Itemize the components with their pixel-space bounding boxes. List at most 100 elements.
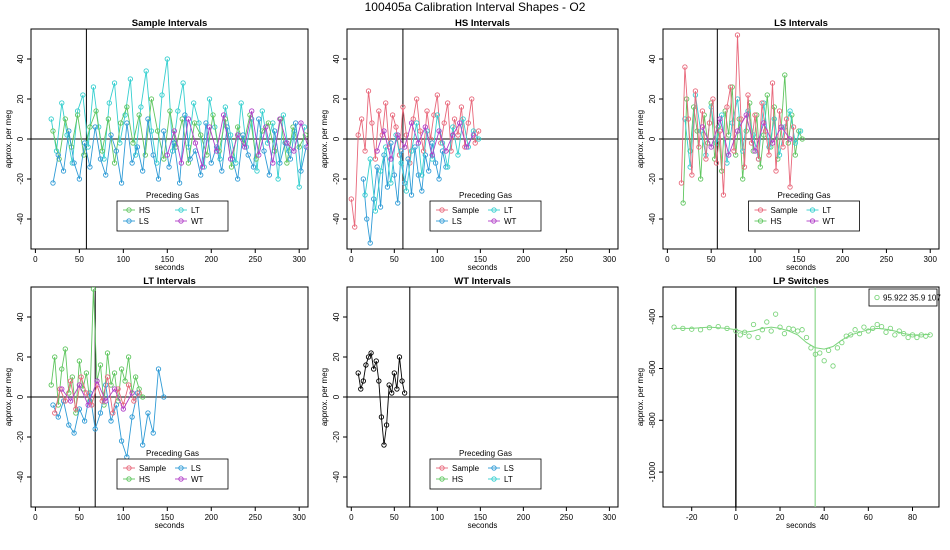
data-point: [685, 116, 692, 122]
data-point: [250, 164, 257, 170]
legend-label: LS: [191, 464, 201, 473]
data-point: [271, 128, 278, 134]
legend-marker: [439, 476, 445, 482]
data-point: [291, 148, 297, 154]
x-tick-label: 100: [117, 255, 131, 264]
x-tick-label: 50: [390, 255, 399, 264]
y-tick-label: 0: [332, 136, 341, 141]
data-point: [108, 132, 114, 138]
series-line: [52, 114, 307, 184]
y-tick-label: 40: [332, 54, 341, 63]
data-point: [287, 156, 294, 162]
legend-marker: [874, 294, 880, 301]
x-axis-label: seconds: [786, 521, 816, 530]
data-point: [80, 92, 86, 98]
data-point: [368, 350, 374, 356]
data-point: [388, 180, 394, 186]
data-point: [759, 327, 766, 333]
data-point: [720, 192, 727, 198]
data-point: [771, 104, 777, 110]
data-point: [395, 200, 401, 206]
data-point: [710, 96, 716, 102]
y-tick-label: 0: [16, 136, 25, 141]
data-point: [769, 80, 776, 86]
data-point: [182, 112, 188, 118]
data-point: [129, 160, 135, 166]
panel-title: LT Intervals: [143, 276, 196, 287]
data-point: [399, 378, 405, 384]
data-point: [470, 132, 477, 138]
y-axis-label: approx. per meg: [320, 368, 329, 426]
legend-marker: [126, 218, 132, 224]
data-point: [715, 323, 721, 330]
data-point: [298, 120, 304, 126]
x-tick-label: 20: [776, 513, 785, 522]
data-point: [682, 64, 688, 70]
y-tick-label: -40: [332, 471, 341, 483]
data-point: [238, 100, 244, 106]
data-point: [445, 100, 451, 106]
data-point: [769, 140, 776, 146]
data-point: [389, 112, 396, 118]
y-tick-label: -40: [16, 213, 25, 225]
data-point: [270, 160, 276, 166]
x-tick-label: 250: [880, 255, 894, 264]
data-point: [118, 120, 124, 126]
data-point: [145, 410, 151, 416]
x-tick-label: 300: [293, 255, 307, 264]
legend-title: Preceding Gas: [146, 191, 199, 200]
series-line: [701, 113, 791, 157]
data-point: [431, 112, 437, 118]
data-point: [737, 332, 743, 338]
data-point: [450, 124, 456, 130]
data-point: [62, 346, 68, 352]
data-point: [103, 172, 109, 178]
y-tick-label: -400: [648, 308, 657, 325]
data-point: [55, 414, 61, 420]
x-tick-label: 150: [161, 255, 175, 264]
data-point: [208, 160, 214, 166]
data-point: [277, 160, 283, 166]
y-tick-label: 0: [648, 136, 657, 141]
data-point: [830, 363, 836, 369]
data-point: [372, 156, 379, 162]
data-point: [127, 76, 134, 82]
data-point: [122, 378, 128, 384]
data-point: [120, 406, 126, 412]
legend-marker: [126, 207, 132, 213]
data-point: [164, 56, 170, 62]
data-point: [465, 120, 471, 126]
data-point: [130, 140, 136, 146]
data-point: [436, 128, 442, 134]
panel-lp: LP Switches -20 0 20 40 60 80 -1000 -800 -600 -400…: [636, 276, 941, 530]
data-point: [726, 152, 732, 158]
data-point: [129, 414, 135, 420]
data-point: [161, 128, 167, 134]
series-wt: [164, 108, 308, 170]
series-line: [166, 110, 308, 168]
data-point: [443, 148, 449, 154]
legend-title: Preceding Gas: [459, 449, 512, 458]
data-point: [118, 438, 125, 444]
data-point: [861, 324, 867, 330]
x-tick-label: 250: [249, 255, 263, 264]
plot-area: [663, 29, 939, 249]
data-point: [848, 332, 854, 338]
y-tick-label: 20: [332, 94, 341, 103]
data-point: [52, 410, 58, 416]
x-tick-label: 200: [836, 255, 850, 264]
data-point: [155, 366, 162, 372]
data-point: [408, 192, 415, 198]
series-line: [61, 379, 133, 411]
data-point: [419, 188, 425, 194]
data-point: [817, 350, 823, 356]
data-point: [689, 172, 695, 178]
data-point: [792, 140, 798, 146]
data-point: [689, 326, 695, 332]
data-point: [717, 128, 723, 134]
data-point: [256, 152, 262, 158]
x-tick-label: 100: [431, 255, 445, 264]
y-tick-label: 0: [332, 394, 341, 399]
legend-marker: [439, 207, 445, 213]
data-point: [371, 366, 377, 372]
